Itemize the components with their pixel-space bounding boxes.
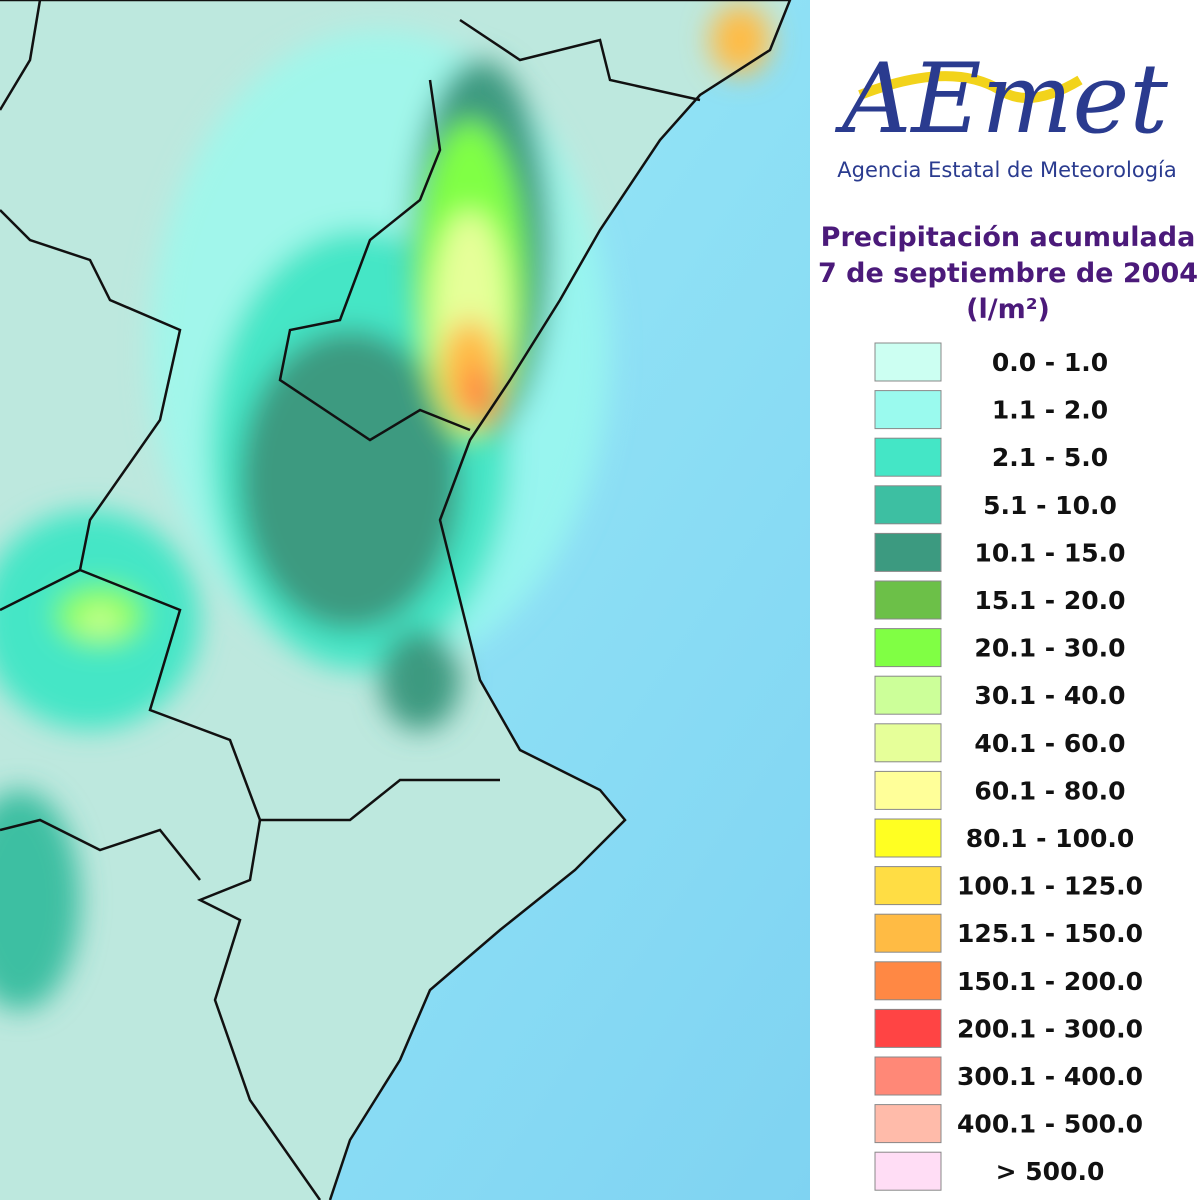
legend-swatch — [874, 532, 942, 572]
legend-swatch — [874, 628, 942, 668]
legend-swatch — [874, 1104, 942, 1144]
legend-label: 1.1 - 2.0 — [992, 396, 1108, 425]
legend-label: 0.0 - 1.0 — [992, 348, 1108, 377]
precipitation-field — [0, 5, 770, 1010]
legend-swatch — [874, 580, 942, 620]
legend-swatch — [874, 675, 942, 715]
legend-label: > 500.0 — [996, 1157, 1105, 1186]
legend-label: 100.1 - 125.0 — [957, 872, 1143, 901]
legend-label: 2.1 - 5.0 — [992, 443, 1108, 472]
legend-label: 150.1 - 200.0 — [957, 967, 1143, 996]
title: Precipitación acumulada 7 de septiembre d… — [818, 222, 1198, 325]
legend-swatch — [874, 913, 942, 953]
logo: AEmet Agencia Estatal de Meteorología — [834, 43, 1177, 182]
legend-label: 200.1 - 300.0 — [957, 1014, 1143, 1043]
title-line: (l/m²) — [966, 294, 1050, 325]
legend-label: 10.1 - 15.0 — [974, 538, 1125, 567]
legend-swatch — [874, 818, 942, 858]
legend-swatch — [874, 390, 942, 430]
legend-swatch — [874, 961, 942, 1001]
legend-swatch — [874, 866, 942, 906]
legend-swatch — [874, 1056, 942, 1096]
logo-swoosh — [858, 71, 1083, 103]
agency-name: Agencia Estatal de Meteorología — [837, 158, 1176, 182]
legend-swatch — [874, 770, 942, 810]
legend-label: 5.1 - 10.0 — [983, 491, 1117, 520]
legend-swatch — [874, 485, 942, 525]
logo-wordmark: AEmet — [834, 43, 1168, 155]
legend-label: 300.1 - 400.0 — [957, 1062, 1143, 1091]
legend-label: 15.1 - 20.0 — [974, 586, 1125, 615]
legend-swatch — [874, 437, 942, 477]
legend-label: 30.1 - 40.0 — [974, 681, 1125, 710]
legend-label: 60.1 - 80.0 — [974, 776, 1125, 805]
map — [0, 0, 810, 1200]
legend-swatch — [874, 1008, 942, 1048]
borders — [0, 0, 792, 1200]
legend-swatch — [874, 723, 942, 763]
title-line: Precipitación acumulada — [821, 222, 1196, 253]
legend-label: 80.1 - 100.0 — [966, 824, 1135, 853]
legend-swatch — [874, 342, 942, 382]
legend-label: 20.1 - 30.0 — [974, 634, 1125, 663]
legend: 0.0 - 1.0 1.1 - 2.0 2.1 - 5.0 5.1 - 10.0 10.… — [874, 342, 1143, 1191]
title-line: 7 de septiembre de 2004 — [818, 258, 1198, 289]
legend-label: 400.1 - 500.0 — [957, 1110, 1143, 1139]
legend-swatch — [874, 1151, 942, 1191]
legend-label: 40.1 - 60.0 — [974, 729, 1125, 758]
legend-label: 125.1 - 150.0 — [957, 919, 1143, 948]
